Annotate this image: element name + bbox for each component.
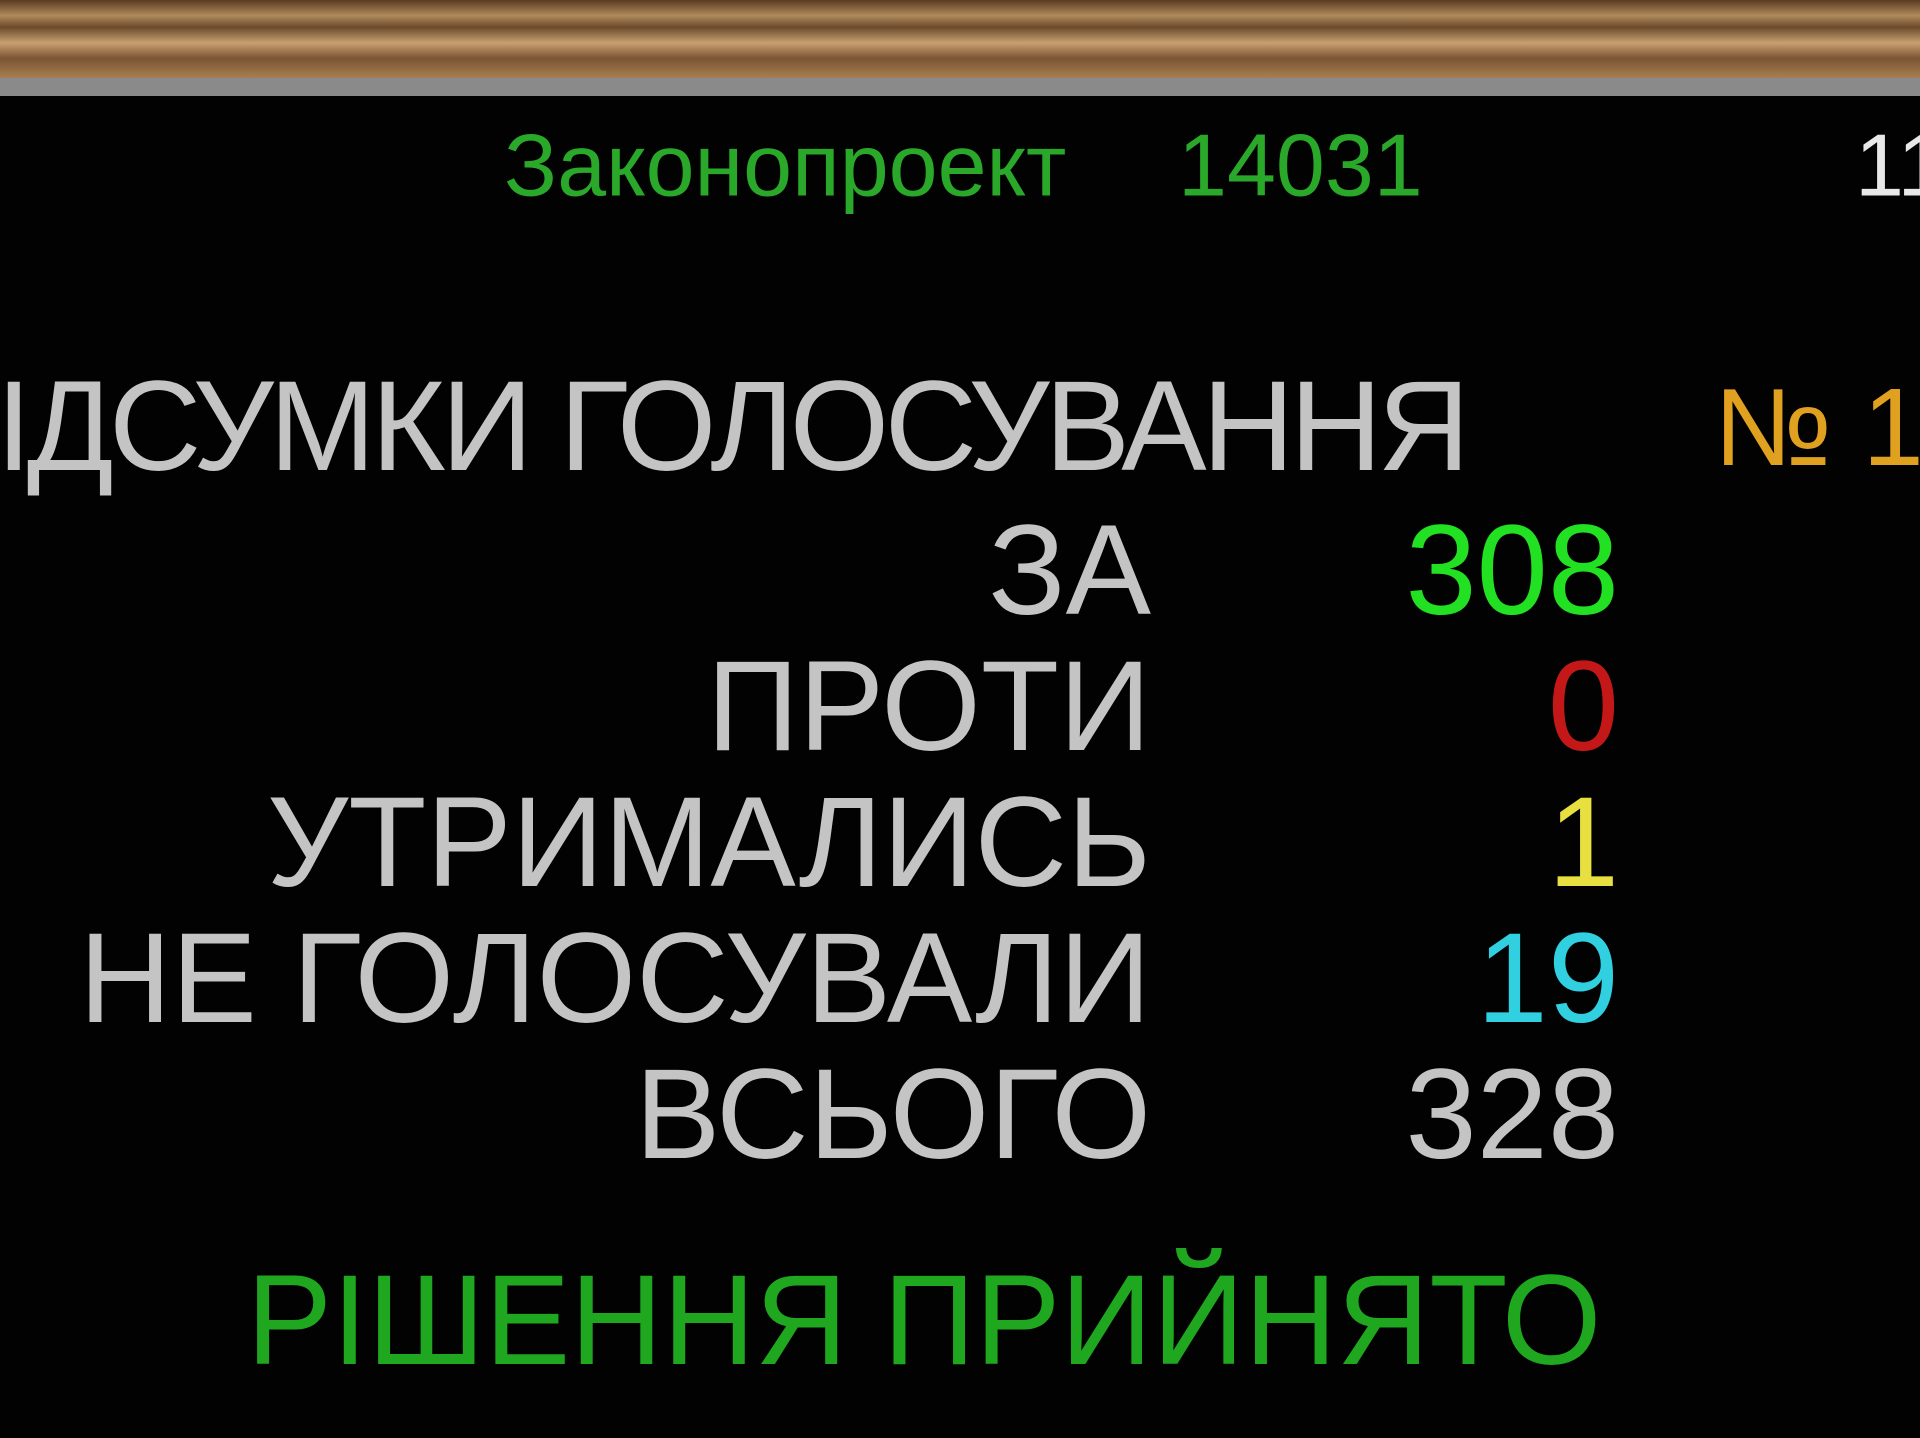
heading: ІДСУМКИ ГОЛОСУВАННЯ (0, 355, 1470, 498)
row-value: 1 (1548, 771, 1619, 914)
bill-number: 14031 (1178, 115, 1423, 214)
row-label: ВСЬОГО (635, 1043, 1151, 1186)
vote-number: № 1 (1714, 366, 1920, 489)
row-label: НЕ ГОЛОСУВАЛИ (79, 907, 1151, 1050)
frame (0, 0, 1920, 78)
bill-label: Законопроект (504, 115, 1066, 214)
row-value: 19 (1477, 907, 1619, 1050)
row-value: 328 (1405, 1043, 1619, 1186)
row-value: 0 (1548, 635, 1619, 778)
time: 11 (1855, 115, 1920, 214)
row-value: 308 (1405, 499, 1619, 642)
results-table: ЗА 308 ПРОТИ 0 УТРИМАЛИСЬ 1 НЕ ГОЛОСУВАЛИ 19 ВСЬ… (79, 499, 1619, 1186)
row-label: УТРИМАЛИСЬ (267, 771, 1151, 914)
row-label: ЗА (988, 499, 1151, 642)
row-label: ПРОТИ (707, 635, 1151, 778)
decision: РІШЕННЯ ПРИЙНЯТО (247, 1248, 1602, 1392)
bezel (0, 78, 1920, 96)
